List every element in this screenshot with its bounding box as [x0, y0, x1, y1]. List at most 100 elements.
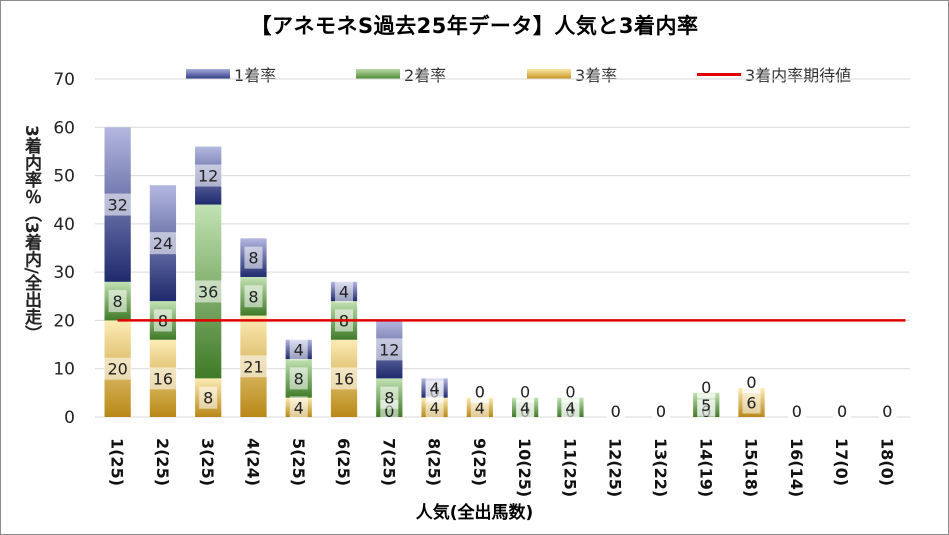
data-label-bg — [244, 246, 263, 269]
data-label-bg — [103, 357, 132, 380]
y-tick-label: 60 — [53, 118, 75, 138]
data-label-bg — [470, 380, 489, 403]
legend-item-1st: 1着率 — [186, 62, 276, 86]
data-label: 4 — [339, 282, 349, 301]
data-label: 4 — [520, 398, 530, 417]
data-label: 24 — [153, 234, 173, 253]
data-label-bg — [697, 393, 716, 416]
x-tick-label: 18(0) — [877, 438, 896, 486]
data-label: 6 — [746, 394, 756, 413]
data-label-bg — [199, 386, 218, 409]
x-tick-label: 1(25) — [108, 438, 127, 486]
data-label-bg — [289, 396, 308, 419]
data-label: 20 — [107, 360, 127, 379]
legend-line-expected — [697, 72, 741, 76]
data-label: 8 — [113, 292, 123, 311]
data-label: 16 — [334, 369, 354, 388]
x-tick-label: 3(25) — [198, 438, 217, 486]
legend-swatch-3rd — [527, 69, 571, 79]
data-label-bg — [330, 367, 359, 390]
data-label: 0 — [701, 378, 711, 397]
legend-label-1st: 1着率 — [234, 66, 277, 85]
data-label: 8 — [203, 389, 213, 408]
y-tick-label: 30 — [53, 263, 75, 283]
data-label-bg — [194, 280, 223, 303]
data-label: 0 — [565, 383, 575, 402]
data-label: 0 — [882, 402, 892, 421]
x-tick-label: 11(25) — [560, 438, 579, 497]
data-label-bg — [103, 193, 132, 216]
legend-swatch-2nd — [356, 69, 400, 79]
x-tick-label: 14(19) — [696, 438, 715, 497]
data-label: 32 — [107, 196, 127, 215]
data-label-bg — [742, 371, 761, 394]
data-label: 8 — [248, 249, 258, 268]
data-label-bg — [787, 400, 806, 422]
data-label-bg — [561, 380, 580, 403]
data-label: 0 — [792, 402, 802, 421]
data-label-bg — [742, 391, 761, 414]
x-tick-label: 10(25) — [515, 438, 534, 497]
data-label: 36 — [198, 282, 218, 301]
y-tick-label: 0 — [64, 408, 75, 428]
legend-item-3rd: 3着率 — [527, 62, 617, 86]
data-label-bg — [148, 232, 177, 255]
data-label: 4 — [429, 398, 439, 417]
x-tick-label: 16(14) — [787, 438, 806, 497]
legend-swatch-1st — [186, 69, 230, 79]
x-tick-label: 17(0) — [832, 438, 851, 486]
data-label: 0 — [837, 402, 847, 421]
data-label: 16 — [153, 369, 173, 388]
data-label-bg — [244, 285, 263, 308]
y-tick-label: 50 — [53, 167, 75, 187]
legend-label-2nd: 2着率 — [404, 66, 447, 85]
data-label-bg — [335, 280, 354, 303]
data-label-bg — [194, 164, 223, 187]
x-tick-label: 13(22) — [651, 438, 670, 497]
legend-item-expected: 3着内率期待値 — [697, 62, 851, 86]
data-label-bg — [425, 377, 444, 400]
x-tick-label: 4(24) — [243, 438, 262, 486]
data-label: 8 — [384, 389, 394, 408]
data-label: 0 — [746, 373, 756, 392]
x-tick-label: 15(18) — [742, 438, 761, 497]
data-label: 4 — [429, 379, 439, 398]
data-label: 8 — [248, 287, 258, 306]
data-label: 12 — [198, 167, 218, 186]
data-label: 0 — [520, 383, 530, 402]
data-label: 0 — [656, 402, 666, 421]
legend-label-expected: 3着内率期待値 — [745, 66, 852, 85]
x-tick-label: 6(25) — [334, 438, 353, 486]
y-tick-label: 10 — [53, 360, 75, 380]
chart-title: 【アネモネS過去25年データ】人気と3着内率 — [250, 14, 699, 38]
data-label: 5 — [701, 396, 711, 415]
data-label: 12 — [379, 340, 399, 359]
x-axis-label: 人気(全出馬数) — [415, 503, 534, 523]
y-tick-label: 20 — [53, 311, 75, 331]
x-tick-label: 5(25) — [289, 438, 308, 486]
y-axis-label: 3着内率％（3着内/全出走） — [21, 125, 41, 342]
data-label: 0 — [384, 402, 394, 421]
data-label-bg — [148, 367, 177, 390]
data-label-bg — [375, 338, 404, 361]
x-tick-label: 8(25) — [425, 438, 444, 486]
data-label-bg — [516, 380, 535, 403]
x-tick-label: 12(25) — [606, 438, 625, 497]
data-label-bg — [697, 375, 716, 398]
data-label-bg — [289, 367, 308, 390]
data-label-bg — [833, 400, 852, 422]
data-label: 4 — [294, 398, 304, 417]
data-label-bg — [108, 290, 127, 313]
legend-item-2nd: 2着率 — [356, 62, 446, 86]
data-label-bg — [878, 400, 897, 422]
legend-label-3rd: 3着率 — [575, 66, 618, 85]
y-tick-label: 70 — [53, 70, 75, 90]
data-label: 4 — [294, 340, 304, 359]
data-label: 0 — [475, 383, 485, 402]
data-label: 8 — [294, 369, 304, 388]
data-label-bg — [239, 355, 268, 378]
data-label-bg — [289, 338, 308, 361]
x-tick-label: 9(25) — [470, 438, 489, 486]
data-label-bg — [651, 400, 670, 422]
